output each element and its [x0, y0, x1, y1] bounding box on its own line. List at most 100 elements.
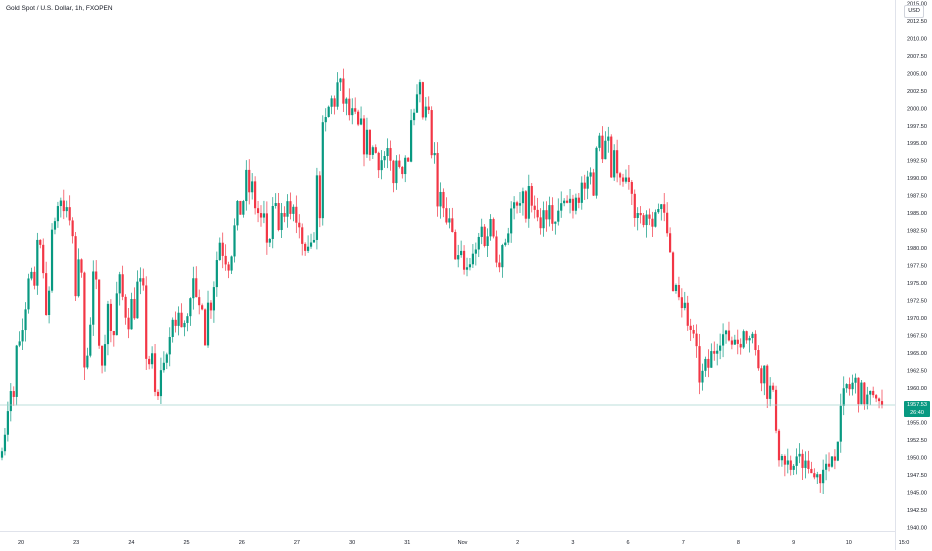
candle-up — [504, 242, 507, 246]
candle-down — [616, 150, 619, 174]
candle-up — [15, 345, 18, 397]
candle-down — [445, 208, 448, 223]
candle-down — [810, 468, 813, 474]
candle-down — [42, 244, 45, 274]
price-tick-label: 1947.50 — [907, 473, 927, 479]
price-tick-label: 1992.50 — [907, 159, 927, 165]
candle-down — [833, 456, 837, 461]
candle-down — [277, 203, 280, 231]
candle-up — [351, 108, 354, 116]
candle-down — [436, 153, 439, 207]
candle-up — [489, 219, 492, 237]
candle-down — [451, 218, 454, 232]
candle-up — [136, 281, 139, 319]
candle-down — [121, 274, 124, 297]
time-tick-label: 26 — [239, 540, 245, 546]
candle-down — [462, 250, 466, 270]
candle-up — [716, 350, 719, 354]
candle-up — [480, 226, 483, 237]
candle-up — [371, 147, 374, 155]
candle-up — [306, 246, 310, 251]
candle-up — [77, 259, 80, 297]
candle-up — [186, 316, 189, 323]
candle-down — [863, 382, 866, 405]
candle-down — [618, 173, 622, 178]
candle-down — [492, 219, 495, 237]
candle-up — [542, 210, 545, 229]
candles-layer — [0, 68, 884, 494]
candle-down — [530, 186, 533, 206]
candle-down — [730, 340, 733, 345]
candle-up — [471, 253, 475, 265]
candle-down — [33, 271, 36, 286]
candle-up — [24, 309, 27, 331]
candle-down — [551, 205, 554, 224]
last-price-value: 1957.53 — [907, 402, 927, 408]
candle-up — [130, 298, 133, 330]
candle-up — [89, 324, 92, 356]
candle-down — [295, 206, 298, 223]
candle-up — [0, 451, 4, 458]
candle-up — [486, 236, 489, 246]
candle-up — [336, 82, 339, 107]
time-axis-labels: 20 23 24 25 26 27 30 31 Nov 2 3 6 7 8 9 10 15:0 — [18, 540, 909, 546]
candle-down — [813, 473, 816, 478]
candle-down — [777, 430, 781, 461]
time-tick-label: Nov — [458, 540, 468, 546]
time-tick-label: 10 — [846, 540, 852, 546]
price-tick-label: 2007.50 — [907, 54, 927, 60]
time-tick-label: 24 — [128, 540, 134, 546]
candle-up — [159, 370, 163, 397]
candle-down — [807, 460, 810, 469]
price-tick-label: 2000.00 — [907, 106, 927, 112]
price-tick-label: 2015.00 — [907, 1, 927, 7]
candle-up — [839, 405, 842, 442]
candle-up — [574, 197, 578, 211]
price-axis[interactable] — [895, 0, 932, 550]
candle-up — [704, 358, 707, 371]
currency-button[interactable]: USD — [904, 5, 924, 18]
candle-down — [592, 172, 595, 196]
candle-up — [262, 213, 266, 218]
candle-down — [133, 298, 136, 319]
candle-up — [271, 206, 274, 239]
candle-up — [86, 355, 89, 368]
candle-down — [757, 350, 760, 369]
candle-up — [792, 465, 795, 470]
candle-up — [763, 365, 766, 384]
candle-up — [513, 202, 516, 209]
candle-up — [292, 206, 295, 214]
candle-down — [498, 262, 501, 268]
candle-down — [62, 200, 65, 212]
candle-up — [162, 362, 165, 371]
candle-up — [468, 264, 472, 268]
candle-down — [45, 273, 48, 316]
last-price-tag: 1957.53 26:40 — [904, 401, 930, 417]
candle-up — [412, 112, 416, 121]
candle-up — [710, 351, 713, 368]
candle-down — [677, 285, 681, 298]
price-tick-label: 1995.00 — [907, 141, 927, 147]
candle-up — [115, 293, 118, 336]
candle-up — [171, 319, 174, 337]
candle-down — [209, 302, 213, 311]
candle-down — [357, 111, 360, 125]
time-axis[interactable] — [0, 531, 895, 551]
candle-down — [430, 110, 433, 156]
price-tick-label: 1962.50 — [907, 368, 927, 374]
candle-up — [274, 203, 277, 207]
price-tick-label: 1967.50 — [907, 333, 927, 339]
candle-down — [401, 166, 404, 175]
candle-down — [389, 148, 392, 161]
candle-down — [454, 231, 457, 260]
time-tick-label: 9 — [792, 540, 795, 546]
candle-up — [660, 204, 663, 210]
candle-down — [145, 285, 148, 359]
candle-down — [621, 177, 625, 182]
candle-up — [836, 441, 839, 461]
candle-up — [824, 463, 828, 470]
candle-down — [259, 213, 263, 218]
candle-down — [342, 78, 345, 104]
candle-up — [869, 390, 872, 395]
